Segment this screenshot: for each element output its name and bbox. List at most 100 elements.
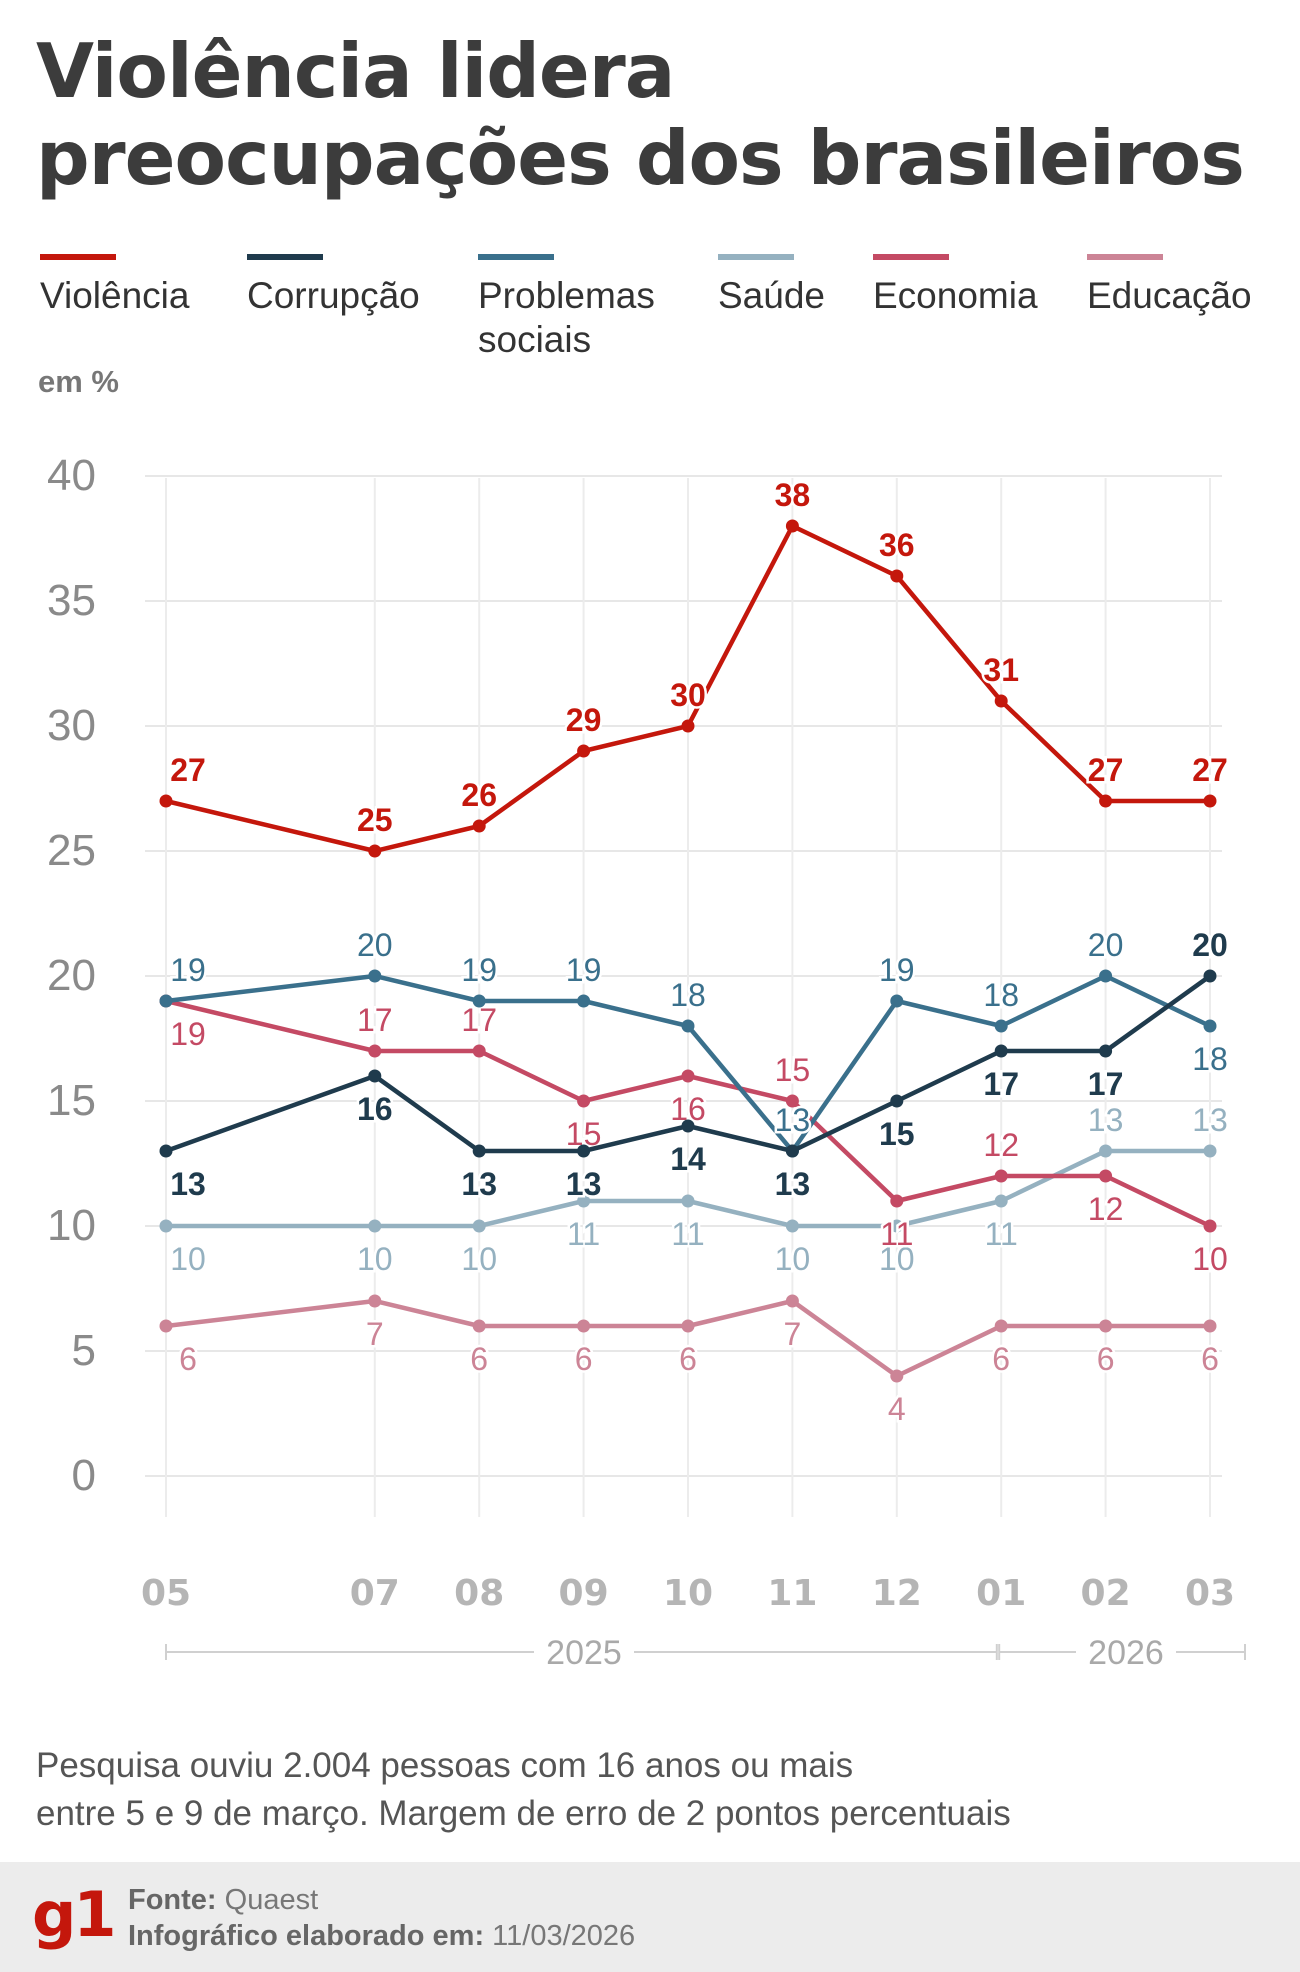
data-label-corrupcao: 17 xyxy=(983,1066,1019,1102)
legend-label: Economia xyxy=(873,275,1038,316)
data-label-educacao: 6 xyxy=(179,1341,197,1377)
data-point-corrupcao xyxy=(1203,969,1217,983)
x-tick-label: 08 xyxy=(454,1573,504,1614)
survey-note-line-1: Pesquisa ouviu 2.004 pessoas com 16 anos… xyxy=(36,1746,854,1785)
data-point-educacao xyxy=(159,1319,173,1333)
y-tick-label: 30 xyxy=(47,701,96,750)
data-point-economia xyxy=(994,1169,1008,1183)
data-point-corrupcao xyxy=(577,1144,591,1158)
data-label-educacao: 6 xyxy=(470,1341,488,1377)
data-point-saude xyxy=(472,1219,486,1233)
data-point-economia xyxy=(472,1044,486,1058)
x-tick-label: 12 xyxy=(872,1573,922,1614)
data-point-corrupcao xyxy=(785,1144,799,1158)
source-value: Quaest xyxy=(224,1884,319,1916)
data-point-problemas-sociais xyxy=(159,994,173,1008)
data-label-violencia: 25 xyxy=(357,802,393,838)
y-tick-label: 0 xyxy=(72,1451,96,1500)
data-label-saude: 11 xyxy=(671,1216,704,1252)
legend-item-violencia: Violência xyxy=(40,254,189,318)
data-label-saude: 13 xyxy=(1088,1102,1124,1138)
data-point-saude xyxy=(890,1219,904,1233)
data-point-educacao xyxy=(1203,1319,1217,1333)
data-label-violencia: 27 xyxy=(1088,752,1124,788)
data-point-educacao xyxy=(577,1319,591,1333)
data-point-problemas-sociais xyxy=(577,994,591,1008)
y-tick-label: 10 xyxy=(47,1201,96,1250)
data-point-corrupcao xyxy=(994,1044,1008,1058)
data-label-violencia: 27 xyxy=(170,752,206,788)
data-point-problemas-sociais xyxy=(1099,969,1113,983)
data-label-corrupcao: 14 xyxy=(670,1141,706,1177)
data-label-saude: 10 xyxy=(170,1241,206,1277)
g1-logo: g1 xyxy=(32,1878,117,1951)
data-label-educacao: 7 xyxy=(784,1316,802,1352)
y-tick-label: 40 xyxy=(47,451,96,500)
footer: g1 Fonte: Quaest Infográfico elaborado e… xyxy=(0,1862,1300,1972)
data-point-saude xyxy=(368,1219,382,1233)
legend-swatch xyxy=(718,254,794,260)
x-tick-label: 10 xyxy=(663,1573,713,1614)
data-label-problemas-sociais: 20 xyxy=(1088,927,1124,963)
data-label-problemas-sociais: 19 xyxy=(461,952,497,988)
data-point-educacao xyxy=(681,1319,695,1333)
data-label-violencia: 30 xyxy=(670,677,706,713)
data-point-violencia xyxy=(785,519,799,533)
data-point-problemas-sociais xyxy=(472,994,486,1008)
legend-swatch xyxy=(478,254,554,260)
data-point-economia xyxy=(1099,1169,1113,1183)
x-tick-label: 05 xyxy=(141,1573,191,1614)
data-point-problemas-sociais xyxy=(994,1019,1008,1033)
survey-note: Pesquisa ouviu 2.004 pessoas com 16 anos… xyxy=(36,1742,1276,1838)
legend-label: Violência xyxy=(40,275,190,316)
data-point-educacao xyxy=(1099,1319,1113,1333)
data-label-violencia: 38 xyxy=(775,477,811,513)
data-point-economia xyxy=(785,1094,799,1108)
data-point-violencia xyxy=(890,569,904,583)
y-tick-label: 15 xyxy=(47,1076,96,1125)
y-tick-label: 35 xyxy=(47,576,96,625)
survey-note-line-2: entre 5 e 9 de março. Margem de erro de … xyxy=(36,1794,1011,1833)
series-line-violencia xyxy=(163,523,1213,854)
data-point-saude xyxy=(1099,1144,1113,1158)
data-label-corrupcao: 13 xyxy=(170,1166,206,1202)
data-point-economia xyxy=(577,1094,591,1108)
data-point-economia xyxy=(368,1044,382,1058)
data-label-violencia: 27 xyxy=(1192,752,1228,788)
data-label-economia: 10 xyxy=(1192,1241,1228,1277)
data-point-violencia xyxy=(577,744,591,758)
legend-swatch xyxy=(40,254,116,260)
data-label-problemas-sociais: 18 xyxy=(983,977,1019,1013)
series-line-corrupcao xyxy=(163,973,1213,1154)
x-tick-label: 02 xyxy=(1081,1573,1131,1614)
data-label-saude: 10 xyxy=(775,1241,811,1277)
data-point-educacao xyxy=(472,1319,486,1333)
data-label-saude: 10 xyxy=(879,1241,915,1277)
data-point-violencia xyxy=(994,694,1008,708)
source-label: Fonte: xyxy=(128,1884,217,1916)
x-tick-label: 03 xyxy=(1185,1573,1235,1614)
data-label-problemas-sociais: 18 xyxy=(670,977,706,1013)
data-label-corrupcao: 13 xyxy=(775,1166,811,1202)
legend-item-corrupcao: Corrupção xyxy=(247,254,420,318)
data-point-corrupcao xyxy=(890,1094,904,1108)
data-label-problemas-sociais: 13 xyxy=(775,1102,811,1138)
date-value: 11/03/2026 xyxy=(492,1920,636,1952)
title-line-2: preocupações dos brasileiros xyxy=(36,114,1245,202)
data-label-saude: 11 xyxy=(985,1216,1018,1252)
data-point-violencia xyxy=(681,719,695,733)
legend-item-economia: Economia xyxy=(873,254,1038,318)
data-label-violencia: 36 xyxy=(879,527,915,563)
data-label-educacao: 6 xyxy=(992,1341,1010,1377)
legend-label: Problemas xyxy=(478,275,655,316)
data-label-saude: 13 xyxy=(1192,1102,1228,1138)
data-label-corrupcao: 17 xyxy=(1088,1066,1124,1102)
data-label-violencia: 26 xyxy=(461,777,497,813)
data-label-economia: 15 xyxy=(775,1052,811,1088)
data-point-educacao xyxy=(368,1294,382,1308)
data-point-violencia xyxy=(472,819,486,833)
data-point-corrupcao xyxy=(1099,1044,1113,1058)
data-label-problemas-sociais: 20 xyxy=(357,927,393,963)
series-line-educacao xyxy=(163,1298,1213,1379)
data-label-problemas-sociais: 19 xyxy=(170,952,206,988)
